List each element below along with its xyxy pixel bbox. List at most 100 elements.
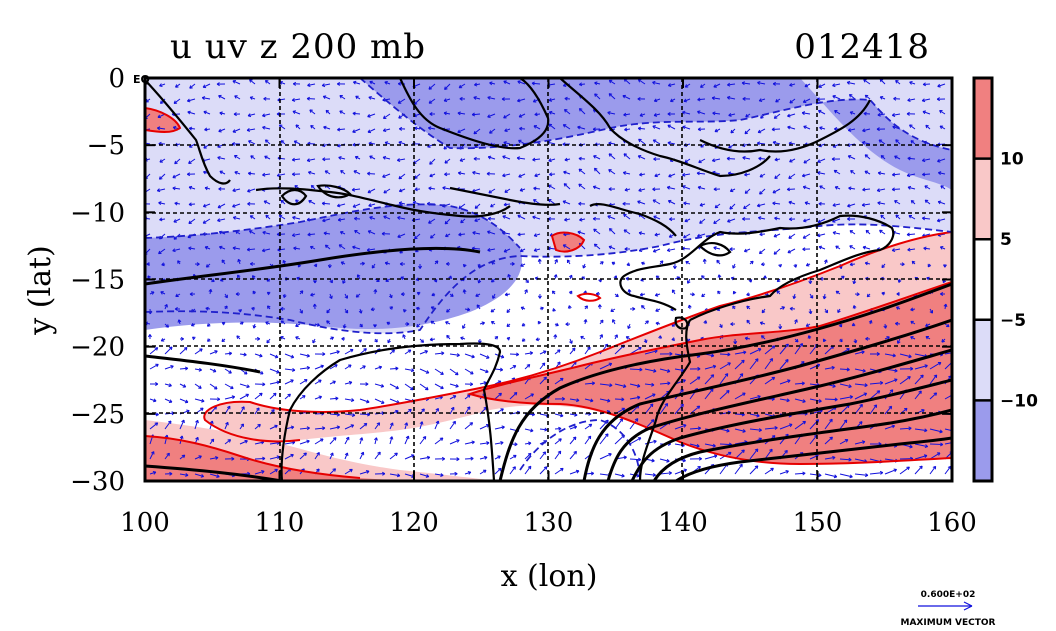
wind-vector-head xyxy=(684,218,688,223)
wind-vector-head xyxy=(908,354,912,359)
wind-vector xyxy=(564,109,571,115)
wind-vector-head xyxy=(249,261,254,266)
wind-vector-head xyxy=(803,218,807,223)
wind-vector-head xyxy=(726,389,730,394)
wind-vector-head xyxy=(785,469,789,474)
wind-vector xyxy=(307,233,316,236)
wind-vector xyxy=(734,441,748,445)
wind-vector-head xyxy=(639,367,643,372)
wind-vector-head xyxy=(351,187,356,192)
wind-vector xyxy=(293,247,301,250)
wind-vector-head xyxy=(259,392,263,397)
wind-vector xyxy=(382,156,391,160)
wind-vector xyxy=(862,246,871,250)
wind-vector xyxy=(638,127,646,130)
wind-vector-head xyxy=(487,95,491,100)
wind-vector-head xyxy=(247,188,251,193)
wind-vector-head xyxy=(554,259,558,263)
wind-vector-head xyxy=(578,108,583,112)
wind-vector-head xyxy=(682,172,686,177)
wind-vector-head xyxy=(336,203,341,208)
wind-vector xyxy=(209,350,218,355)
wind-vector-head xyxy=(473,96,477,100)
wind-vector xyxy=(623,78,631,85)
x-tick-label: 110 xyxy=(255,508,305,538)
wind-vector-head xyxy=(680,403,684,408)
wind-vector-head xyxy=(778,326,783,330)
wind-vector-head xyxy=(743,205,747,210)
wind-vector xyxy=(419,350,428,355)
wind-vector-head xyxy=(234,95,238,99)
wind-vector-head xyxy=(264,139,269,143)
wind-vector-head xyxy=(846,367,850,372)
wind-vector-head xyxy=(624,187,628,192)
wind-vector-head xyxy=(924,185,928,189)
wind-vector xyxy=(914,443,928,448)
wind-vector-head xyxy=(519,188,524,192)
wind-vector xyxy=(479,442,490,445)
wind-vector-head xyxy=(245,393,250,398)
wind-vector-head xyxy=(202,220,207,224)
wind-vector-head xyxy=(504,292,509,297)
z-contour-9 xyxy=(145,464,283,481)
wind-vector-head xyxy=(196,262,200,267)
wind-vector xyxy=(479,381,487,385)
wind-vector xyxy=(788,201,796,205)
u-contour-neg-5 xyxy=(145,223,952,335)
wind-vector xyxy=(434,437,444,445)
wind-vector xyxy=(744,128,751,135)
wind-vector xyxy=(524,364,531,370)
wind-vector-head xyxy=(381,400,385,404)
wind-vector-head xyxy=(159,159,163,163)
wind-vector xyxy=(563,183,571,190)
wind-vector-head xyxy=(462,325,466,329)
wind-vector-head xyxy=(760,115,764,119)
wind-vector-head xyxy=(276,369,280,374)
wind-vector xyxy=(430,233,436,239)
wind-vector-head xyxy=(652,187,656,192)
wind-vector-head xyxy=(837,309,841,314)
wind-vector xyxy=(674,368,685,372)
wind-vector-head xyxy=(789,217,793,222)
wind-vector xyxy=(803,158,811,164)
wind-vector-head xyxy=(590,471,595,476)
wind-vector-head xyxy=(384,80,388,85)
wind-vector-head xyxy=(808,310,813,315)
wind-vector-head xyxy=(908,426,912,431)
wind-vector xyxy=(854,473,868,476)
wind-vector-head xyxy=(292,110,296,114)
wind-vector xyxy=(569,436,577,445)
wind-vector xyxy=(623,113,631,116)
wind-vector xyxy=(389,473,400,477)
wind-vector-head xyxy=(929,310,934,314)
wind-vector xyxy=(922,233,931,237)
wind-vector-head xyxy=(592,216,596,221)
wind-vector-head xyxy=(864,94,869,99)
wind-vector-head xyxy=(280,320,285,324)
wind-vector xyxy=(218,128,226,132)
wind-vector-head xyxy=(419,421,424,425)
wind-vector-head xyxy=(553,334,558,338)
wind-vector xyxy=(458,233,466,236)
wind-vector-head xyxy=(577,125,581,130)
wind-vector-head xyxy=(726,428,730,433)
wind-vector xyxy=(809,454,819,460)
wind-vector xyxy=(749,358,759,370)
wind-vector xyxy=(548,199,556,205)
wind-vector xyxy=(938,172,946,175)
wind-vector xyxy=(674,469,687,475)
wind-vector-head xyxy=(188,185,193,190)
wind-vector-head xyxy=(201,96,206,100)
wind-vector-head xyxy=(609,383,613,388)
wind-vector xyxy=(503,203,511,206)
wind-vector-head xyxy=(378,365,383,370)
wind-vector-head xyxy=(174,160,178,165)
wind-vector xyxy=(749,428,762,431)
wind-vector-head xyxy=(203,110,207,115)
wind-vector xyxy=(682,126,691,130)
wind-vector-head xyxy=(824,309,829,314)
wind-vector-head xyxy=(639,172,643,177)
wind-vector-head xyxy=(166,452,170,457)
wind-vector-head xyxy=(184,399,189,404)
wind-vector-head xyxy=(458,232,462,237)
